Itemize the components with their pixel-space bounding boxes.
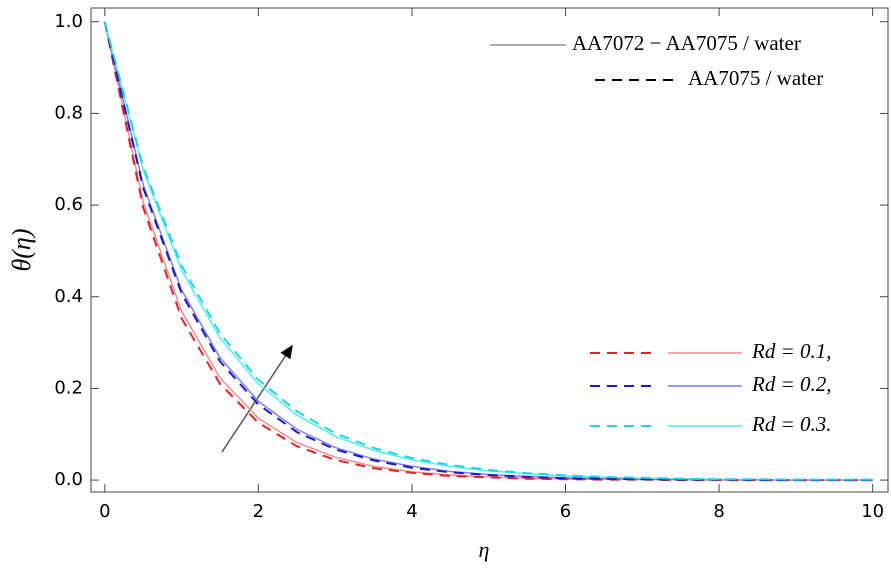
legend-label: Rd = 0.3. [751, 412, 832, 436]
plot-frame [90, 7, 889, 493]
legend-label: AA7075 / water [688, 66, 823, 90]
y-tick-label: 0.2 [54, 377, 83, 398]
y-tick-label: 0.8 [54, 102, 83, 123]
data-line [103, 21, 873, 481]
x-tick-label: 0 [99, 501, 110, 522]
legend-label: Rd = 0.1, [751, 339, 832, 363]
legend-label: AA7072 − AA7075 / water [572, 31, 801, 55]
y-tick-label: 0.4 [54, 286, 83, 307]
y-tick-label: 1.0 [54, 11, 83, 32]
y-axis-label: θ(η) [7, 229, 36, 272]
y-tick-label: 0.0 [54, 469, 83, 490]
x-tick-label: 6 [560, 501, 571, 522]
y-tick-label: 0.6 [54, 194, 83, 215]
x-axis-label: η [479, 537, 490, 562]
x-tick-label: 10 [861, 501, 884, 522]
x-tick-label: 4 [406, 501, 417, 522]
x-tick-label: 8 [713, 501, 724, 522]
x-tick-label: 2 [253, 501, 264, 522]
legend-label: Rd = 0.2, [751, 372, 832, 396]
